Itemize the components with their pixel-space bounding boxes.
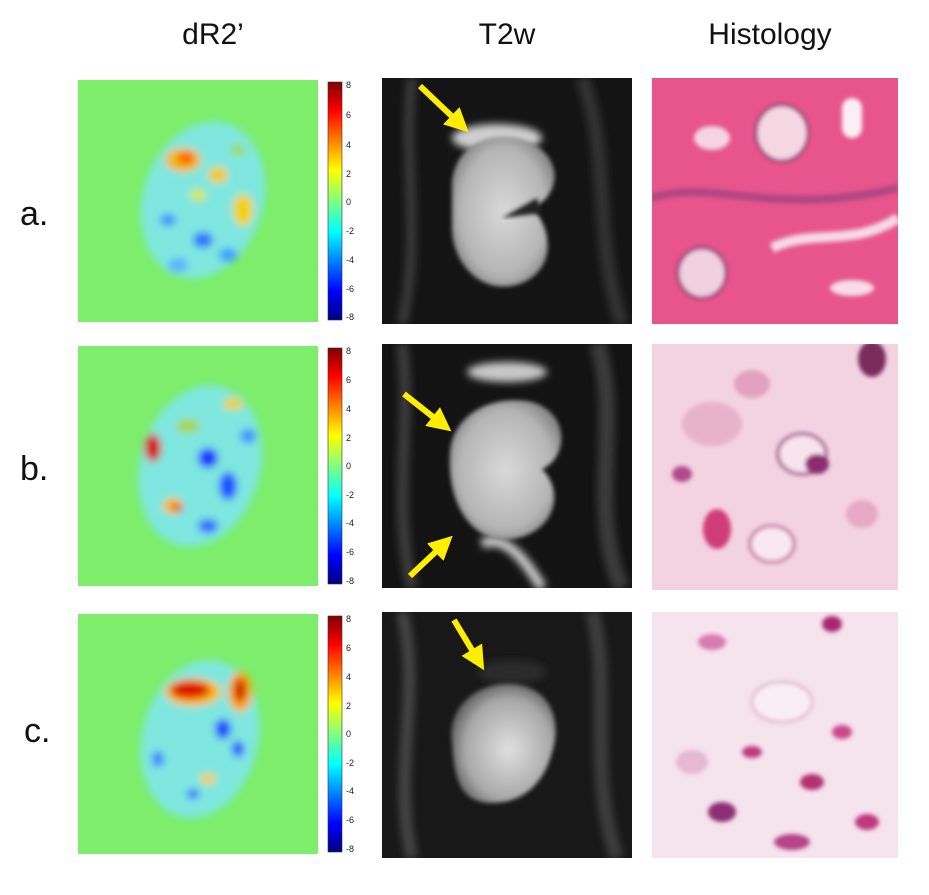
svg-text:4: 4 <box>346 672 351 682</box>
svg-text:-8: -8 <box>346 844 354 854</box>
dr2-map-b <box>78 346 318 586</box>
svg-text:6: 6 <box>346 643 351 653</box>
svg-text:-4: -4 <box>346 518 354 528</box>
svg-text:8: 8 <box>346 80 351 90</box>
svg-text:-2: -2 <box>346 490 354 500</box>
svg-text:4: 4 <box>346 404 351 414</box>
row-label-a: a. <box>20 195 49 233</box>
svg-text:0: 0 <box>346 197 351 207</box>
histology-image-b <box>652 344 898 590</box>
dr2-map-c <box>78 614 318 854</box>
svg-text:2: 2 <box>346 433 351 443</box>
svg-text:-2: -2 <box>346 758 354 768</box>
svg-text:4: 4 <box>346 140 351 150</box>
t2w-image-c <box>382 612 632 858</box>
row-label-c: c. <box>24 712 51 750</box>
svg-text:2: 2 <box>346 169 351 179</box>
svg-text:-4: -4 <box>346 786 354 796</box>
svg-text:-2: -2 <box>346 226 354 236</box>
histology-image-c <box>652 612 898 858</box>
column-title-histology: Histology <box>708 18 832 51</box>
svg-text:-8: -8 <box>346 312 354 322</box>
svg-text:6: 6 <box>346 110 351 120</box>
colorbar-a: 8 6 4 2 0 -2 -4 -6 -8 <box>326 80 358 322</box>
t2w-image-a <box>382 78 632 324</box>
svg-text:-6: -6 <box>346 284 354 294</box>
column-title-t2w: T2w <box>478 18 536 51</box>
svg-text:6: 6 <box>346 375 351 385</box>
svg-text:8: 8 <box>346 346 351 356</box>
svg-text:8: 8 <box>346 614 351 624</box>
dr2-map-a <box>78 80 318 322</box>
row-label-b: b. <box>20 450 49 488</box>
svg-text:0: 0 <box>346 461 351 471</box>
svg-text:2: 2 <box>346 701 351 711</box>
colorbar-b: 8 6 4 2 0 -2 -4 -6 -8 <box>326 346 358 586</box>
column-title-dr2: dR2’ <box>182 18 244 51</box>
svg-text:-6: -6 <box>346 815 354 825</box>
svg-text:-6: -6 <box>346 547 354 557</box>
svg-text:-8: -8 <box>346 576 354 586</box>
histology-image-a <box>652 78 898 324</box>
svg-text:0: 0 <box>346 729 351 739</box>
colorbar-c: 8 6 4 2 0 -2 -4 -6 -8 <box>326 614 358 854</box>
svg-text:-4: -4 <box>346 255 354 265</box>
t2w-image-b <box>382 344 632 588</box>
